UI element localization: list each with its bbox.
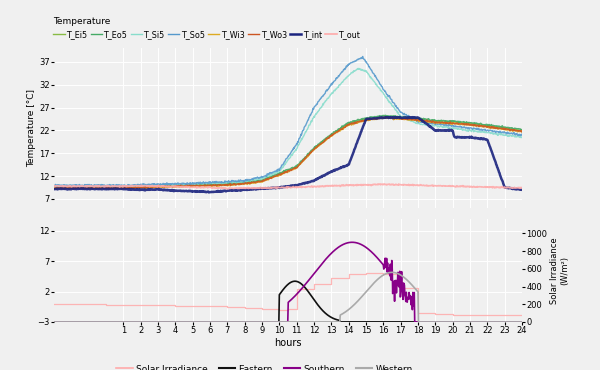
Legend: T_Ei5, T_Eo5, T_Si5, T_So5, T_Wi3, T_Wo3, T_int, T_out: T_Ei5, T_Eo5, T_Si5, T_So5, T_Wi3, T_Wo3… xyxy=(53,17,360,39)
Legend: Solar Irradiance, Eastern, Southern, Western: Solar Irradiance, Eastern, Southern, Wes… xyxy=(113,361,416,370)
X-axis label: hours: hours xyxy=(274,338,302,348)
Y-axis label: Temperature [°C]: Temperature [°C] xyxy=(28,89,37,167)
Y-axis label: Solar Irradiance
(W/m²): Solar Irradiance (W/m²) xyxy=(550,237,569,304)
